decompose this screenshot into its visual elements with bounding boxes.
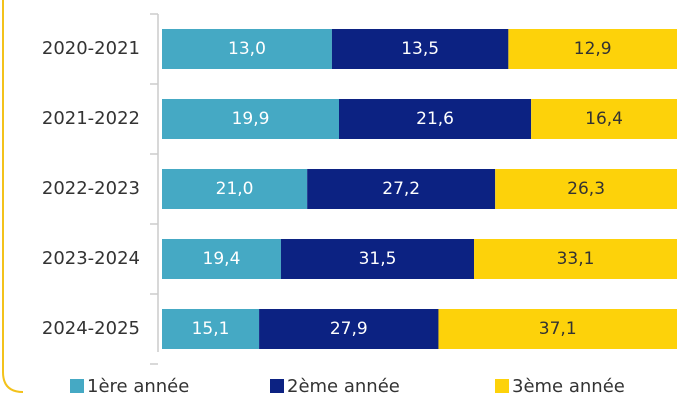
bar-segment [280,239,475,279]
bar-segment [162,169,308,209]
bar-segment [162,239,281,279]
bar-segment [531,99,677,139]
y-tick-label: 2021-2022 [42,108,140,129]
legend-label: 1ère année [87,376,189,397]
data-label: 13,0 [228,39,266,59]
bar-segment [162,29,332,69]
y-tick-label: 2022-2023 [42,178,140,199]
legend-label: 2ème année [287,376,400,397]
bar-segment [474,239,677,279]
data-label: 27,2 [382,179,420,199]
bar-segment [162,309,260,349]
data-label: 37,1 [539,319,577,339]
bar-segment [307,169,496,209]
bar-segment [331,29,509,69]
data-label: 15,1 [192,319,230,339]
data-label: 33,1 [557,249,595,269]
data-label: 19,4 [203,249,241,269]
data-label: 31,5 [359,249,397,269]
bar-segment [508,29,677,69]
legend-swatch [270,379,284,393]
data-label: 26,3 [567,179,605,199]
bar-segment [339,99,532,139]
legend-swatch [495,379,509,393]
frame [2,0,24,393]
y-tick-label: 2020-2021 [42,38,140,59]
bar-segment [438,309,677,349]
bar-segment [495,169,677,209]
y-tick-label: 2024-2025 [42,318,140,339]
bar-segment [259,309,439,349]
data-label: 27,9 [330,319,368,339]
data-label: 16,4 [585,109,623,129]
data-label: 13,5 [401,39,439,59]
data-label: 21,0 [216,179,254,199]
legend-swatch [70,379,84,393]
y-tick-label: 2023-2024 [42,248,140,269]
data-label: 19,9 [232,109,270,129]
data-label: 12,9 [574,39,612,59]
bar-segment [162,99,340,139]
data-label: 21,6 [416,109,454,129]
legend-label: 3ème année [512,376,625,397]
